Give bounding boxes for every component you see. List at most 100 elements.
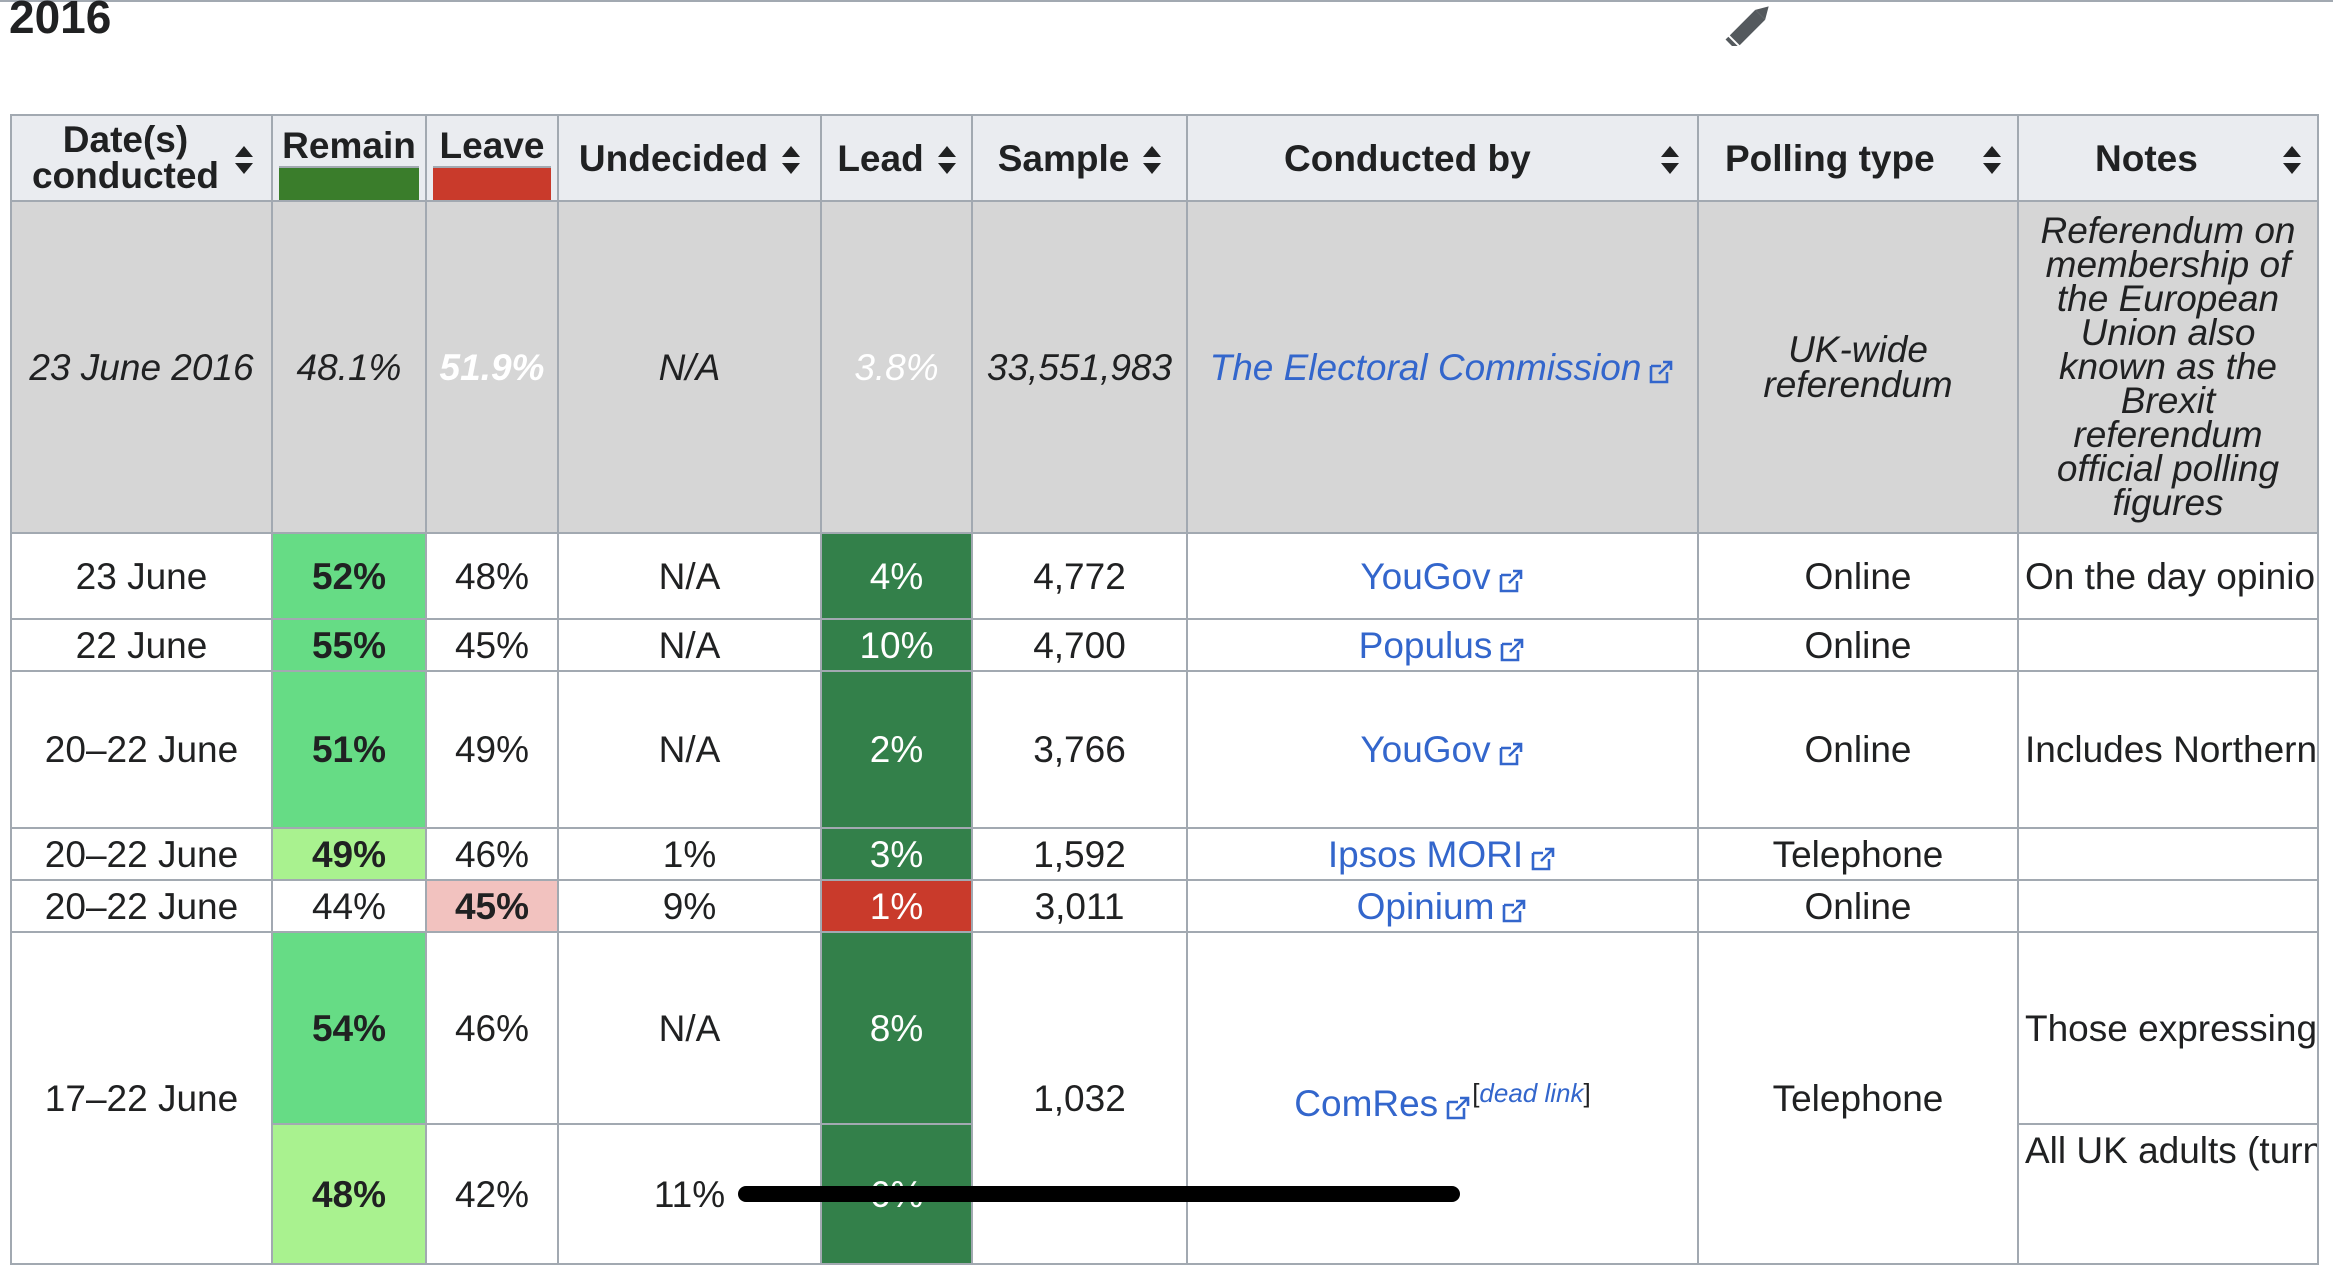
- home-indicator[interactable]: [738, 1186, 1460, 1202]
- cell-undecided: 1%: [557, 827, 822, 881]
- cell-leave: 46%: [425, 931, 559, 1125]
- header-remain[interactable]: Remain: [271, 114, 427, 202]
- header-polling-type[interactable]: Polling type: [1697, 114, 2019, 202]
- table-row-official-result: 23 June 2016 48.1% 51.9% N/A 3.8% 33,551…: [10, 200, 2319, 534]
- cell-sample: 4,772: [971, 532, 1188, 620]
- header-sample[interactable]: Sample: [971, 114, 1188, 202]
- cell-sample: 3,011: [971, 879, 1188, 933]
- cell-leave: 46%: [425, 827, 559, 881]
- cell-lead: 3.8%: [820, 200, 973, 534]
- cell-lead: 4%: [820, 532, 973, 620]
- header-leave-label: Leave: [439, 125, 545, 166]
- cell-remain: 48.1%: [271, 200, 427, 534]
- cell-notes: [2017, 827, 2319, 881]
- cell-polling-type: Telephone: [1697, 827, 2019, 881]
- sort-icon[interactable]: [1143, 144, 1162, 174]
- cell-lead: 3%: [820, 827, 973, 881]
- header-lead-label: Lead: [837, 137, 924, 179]
- external-link-icon: [1444, 1092, 1472, 1120]
- cell-undecided: N/A: [557, 931, 822, 1125]
- table-row: 20–22 June 49% 46% 1% 3% 1,592 Ipsos MOR…: [10, 827, 2319, 881]
- cell-remain: 48%: [271, 1123, 427, 1265]
- pollster-link[interactable]: YouGov: [1360, 555, 1491, 597]
- sort-icon[interactable]: [234, 144, 253, 174]
- cell-remain: 54%: [271, 931, 427, 1125]
- cell-polling-type: Telephone: [1697, 931, 2019, 1265]
- cell-notes: On the day opinion poll: [2017, 532, 2319, 620]
- external-link-icon: [1529, 843, 1557, 871]
- dead-link-note: [dead link]: [1472, 1077, 1591, 1108]
- cell-date: 22 June: [10, 618, 273, 672]
- cell-conducted-by: Opinium: [1186, 879, 1699, 933]
- cell-polling-type: UK-wide referendum: [1697, 200, 2019, 534]
- dead-link[interactable]: dead link: [1479, 1077, 1584, 1108]
- sort-icon[interactable]: [2283, 144, 2301, 174]
- cell-undecided: N/A: [557, 670, 822, 829]
- cell-lead: 2%: [820, 670, 973, 829]
- pollster-link[interactable]: Opinium: [1356, 885, 1495, 927]
- header-polling-type-label: Polling type: [1725, 137, 1935, 179]
- cell-notes: [2017, 879, 2319, 933]
- cell-polling-type: Online: [1697, 618, 2019, 672]
- cell-notes: Referendum on membership of the European…: [2017, 200, 2319, 534]
- table-row: 20–22 June 51% 49% N/A 2% 3,766 YouGov O…: [10, 670, 2319, 829]
- cell-polling-type: Online: [1697, 670, 2019, 829]
- cell-notes: Includes Northern Ireland (turnout weigh…: [2017, 670, 2319, 829]
- header-undecided-label: Undecided: [578, 137, 769, 179]
- leave-color-bar: [433, 166, 551, 199]
- header-lead[interactable]: Lead: [820, 114, 973, 202]
- sort-icon[interactable]: [1983, 144, 2001, 174]
- external-link-icon: [1497, 738, 1525, 766]
- header-notes-label: Notes: [2095, 137, 2198, 179]
- cell-remain: 52%: [271, 532, 427, 620]
- cell-remain: 51%: [271, 670, 427, 829]
- cell-notes: [2017, 618, 2319, 672]
- pollster-link[interactable]: Ipsos MORI: [1327, 833, 1524, 875]
- pollster-link[interactable]: The Electoral Commission: [1209, 346, 1642, 388]
- header-conducted-by[interactable]: Conducted by: [1186, 114, 1699, 202]
- table-row: 20–22 June 44% 45% 9% 1% 3,011 Opinium O…: [10, 879, 2319, 933]
- cell-conducted-by: YouGov: [1186, 532, 1699, 620]
- pollster-link[interactable]: ComRes: [1294, 1082, 1439, 1124]
- cell-undecided: N/A: [557, 532, 822, 620]
- header-undecided[interactable]: Undecided: [557, 114, 822, 202]
- cell-sample: 1,032: [971, 931, 1188, 1265]
- pollster-link[interactable]: Populus: [1358, 624, 1493, 666]
- header-conducted-by-label: Conducted by: [1284, 137, 1531, 179]
- cell-date: 17–22 June: [10, 931, 273, 1265]
- cell-lead: 1%: [820, 879, 973, 933]
- cell-leave: 49%: [425, 670, 559, 829]
- external-link-icon: [1497, 565, 1525, 593]
- cell-sample: 1,592: [971, 827, 1188, 881]
- cell-lead: 8%: [820, 931, 973, 1125]
- table-row: 23 June 52% 48% N/A 4% 4,772 YouGov Onli…: [10, 532, 2319, 620]
- cell-leave: 42%: [425, 1123, 559, 1265]
- cell-date: 23 June: [10, 532, 273, 620]
- pencil-icon[interactable]: [1722, 2, 1780, 50]
- cell-notes: Those expressing a voting intention (tur…: [2017, 931, 2319, 1125]
- sort-icon[interactable]: [1661, 144, 1679, 174]
- cell-leave: 51.9%: [425, 200, 559, 534]
- header-sample-label: Sample: [997, 137, 1130, 179]
- section-heading: 2016: [9, 0, 112, 43]
- header-remain-label: Remain: [282, 125, 416, 166]
- header-notes[interactable]: Notes: [2017, 114, 2319, 202]
- cell-lead: 10%: [820, 618, 973, 672]
- header-date[interactable]: Date(s) conducted: [10, 114, 273, 202]
- cell-leave: 45%: [425, 618, 559, 672]
- header-leave[interactable]: Leave: [425, 114, 559, 202]
- cell-polling-type: Online: [1697, 532, 2019, 620]
- cell-conducted-by: The Electoral Commission: [1186, 200, 1699, 534]
- sort-icon[interactable]: [937, 144, 956, 174]
- cell-undecided: N/A: [557, 200, 822, 534]
- cell-undecided: 9%: [557, 879, 822, 933]
- cell-date: 20–22 June: [10, 827, 273, 881]
- table-row: 17–22 June 54% 46% N/A 8% 1,032 ComRes [d…: [10, 931, 2319, 1265]
- pollster-link[interactable]: YouGov: [1360, 729, 1491, 770]
- cell-remain: 44%: [271, 879, 427, 933]
- remain-color-bar: [279, 166, 419, 199]
- cell-date: 20–22 June: [10, 670, 273, 829]
- sort-icon[interactable]: [782, 144, 801, 174]
- cell-leave: 45%: [425, 879, 559, 933]
- cell-date: 20–22 June: [10, 879, 273, 933]
